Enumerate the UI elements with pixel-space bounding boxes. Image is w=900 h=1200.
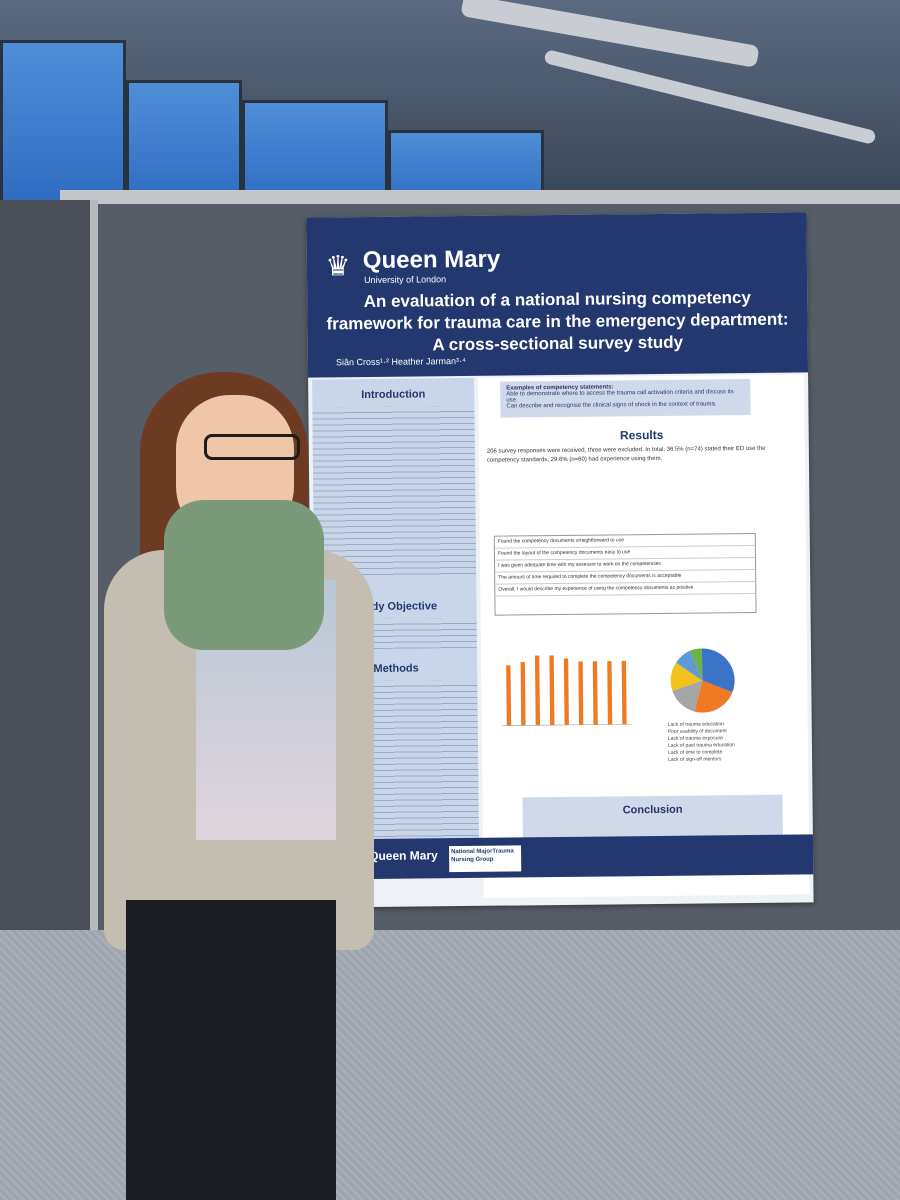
window bbox=[126, 80, 242, 206]
logo-name: Queen Mary bbox=[362, 245, 501, 275]
pie-legend: Lack of trauma education Poor usability … bbox=[668, 721, 735, 764]
window bbox=[242, 100, 388, 206]
pie-slice bbox=[670, 662, 703, 691]
person-jeans bbox=[126, 900, 336, 1200]
pie-slice bbox=[694, 680, 733, 713]
poster-authors: Siân Cross¹·² Heather Jarman³·⁴ bbox=[335, 355, 466, 368]
pie-slice bbox=[672, 680, 703, 712]
footer-logo-qm: Queen Mary bbox=[369, 848, 438, 864]
introduction-heading: Introduction bbox=[361, 388, 426, 402]
pie-slice bbox=[689, 648, 703, 681]
right-column: Examples of competency statements: Able … bbox=[478, 374, 810, 898]
legend-item: Lack of sign-off mentors bbox=[668, 756, 722, 763]
results-text: 206 survey responses were received, thre… bbox=[486, 445, 766, 464]
logo-subtitle: University of London bbox=[364, 274, 447, 286]
conclusion-heading: Conclusion bbox=[622, 803, 683, 817]
bar bbox=[607, 661, 613, 725]
crown-icon: ♛ bbox=[325, 250, 351, 282]
display-board-side bbox=[0, 200, 98, 960]
bar-chart bbox=[501, 655, 632, 726]
pie-slice bbox=[676, 650, 703, 681]
pie-chart bbox=[670, 648, 735, 713]
pie-slice bbox=[701, 648, 735, 693]
bar bbox=[549, 655, 555, 726]
poster-title: An evaluation of a national nursing comp… bbox=[326, 287, 789, 355]
bar bbox=[578, 661, 584, 725]
poster-footer: Queen Mary National MajorTrauma Nursing … bbox=[312, 834, 814, 880]
table-row: Overall, I would describe my experience … bbox=[495, 581, 756, 597]
person-scarf bbox=[164, 500, 324, 650]
bar bbox=[592, 661, 598, 725]
introduction-text bbox=[312, 405, 477, 578]
bar bbox=[506, 665, 512, 726]
bar bbox=[534, 655, 541, 726]
example-item: Can describe and recognise the clinical … bbox=[506, 401, 717, 410]
glasses-icon bbox=[204, 434, 300, 460]
bar bbox=[520, 662, 526, 726]
bar bbox=[621, 660, 627, 725]
examples-box: Examples of competency statements: Able … bbox=[500, 378, 751, 418]
poster-header: ♛ Queen Mary University of London An eva… bbox=[306, 212, 809, 378]
results-table: Found the competency documents straightf… bbox=[493, 532, 757, 616]
window bbox=[0, 40, 126, 206]
research-poster: ♛ Queen Mary University of London An eva… bbox=[306, 212, 814, 908]
bar bbox=[563, 658, 569, 725]
footer-logo-nmtng: National MajorTrauma Nursing Group bbox=[448, 845, 522, 873]
results-heading: Results bbox=[619, 427, 664, 443]
